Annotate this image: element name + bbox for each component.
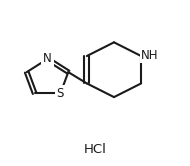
Text: HCl: HCl xyxy=(84,143,106,156)
Text: NH: NH xyxy=(141,49,158,62)
Text: N: N xyxy=(43,52,52,65)
Text: S: S xyxy=(57,87,64,100)
